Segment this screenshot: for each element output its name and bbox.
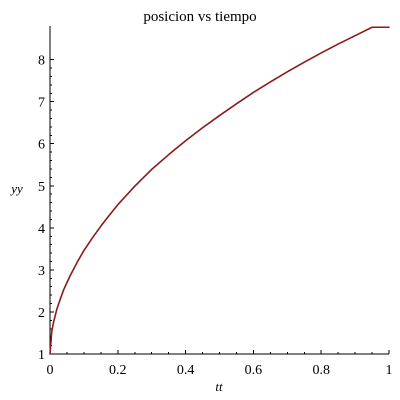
y-tick-label: 2 [38,306,45,321]
plot-area [50,27,389,354]
y-tick-label: 5 [38,180,45,195]
y-tick-label: 1 [38,348,45,363]
x-tick-label: 0.8 [312,363,330,378]
y-axis: 1 2 3 4 5 6 7 8 [38,26,54,363]
y-tick-label: 4 [38,222,45,237]
y-tick-label: 6 [38,138,45,153]
x-axis: 0 0.2 0.4 0.6 0.8 1 [47,350,393,378]
y-tick-label: 8 [38,54,45,69]
x-tick-label: 0.2 [109,363,127,378]
x-axis-label: tt [215,379,223,394]
y-tick-label: 3 [38,264,45,279]
x-tick-label: 0 [47,363,54,378]
x-tick-label: 0.4 [177,363,195,378]
chart-title: posicion vs tiempo [143,9,256,25]
y-tick-label: 7 [38,96,45,111]
x-tick-label: 1 [386,363,393,378]
series-line [50,27,389,354]
x-tick-label: 0.6 [245,363,263,378]
y-axis-label: yy [9,181,23,196]
